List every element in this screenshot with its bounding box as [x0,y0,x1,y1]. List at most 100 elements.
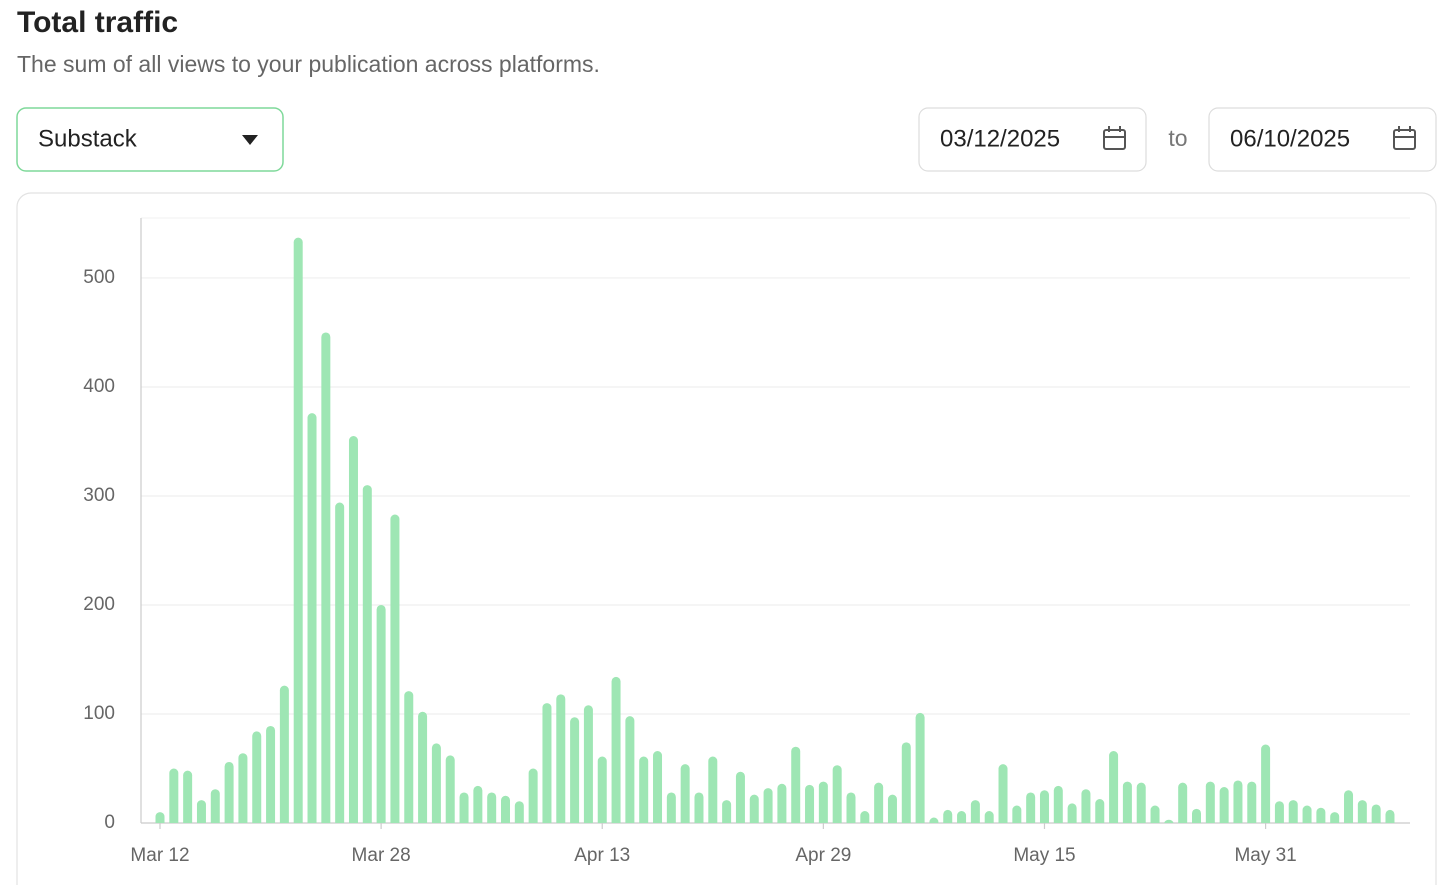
bar [1150,805,1160,823]
bar [943,809,953,823]
bar [362,485,372,823]
bar [611,676,621,823]
bar [1095,799,1105,823]
bar [735,771,745,823]
bar [818,781,828,823]
bar [431,743,441,823]
dropdown-value[interactable]: Substack [38,125,138,152]
bar [1302,805,1312,823]
bar [279,685,289,823]
bar [252,731,262,823]
bar [293,237,303,823]
bar [1192,808,1201,823]
bar [1039,790,1049,823]
bar [694,792,704,823]
bar [915,712,925,823]
bar [1233,780,1243,823]
bar [501,795,510,823]
bar [1205,781,1215,823]
bar [445,755,455,823]
bar [1053,785,1063,823]
bar [487,792,497,823]
bar [418,711,428,823]
date-box[interactable] [1208,107,1437,172]
bar [791,746,801,823]
dropdown-arrow[interactable] [242,135,258,145]
bar [528,768,538,823]
bar [473,785,483,823]
calendar-icon[interactable] [1393,126,1416,150]
bar [238,753,248,823]
dropdown-box[interactable] [16,107,284,172]
bar [335,502,345,823]
bar [984,811,994,823]
bar [639,756,649,823]
bar [1081,789,1091,823]
bar [224,761,234,823]
date-box[interactable] [918,107,1147,172]
bar [625,716,635,823]
start-date-input[interactable]: 03/12/2025 [918,107,1147,172]
bar [597,756,607,823]
x-tick-label: Apr 13 [574,845,630,866]
platform-dropdown[interactable]: Substack [16,107,284,172]
bar [708,756,718,823]
chart: 0 100 200 300 400 500 Mar 12 Mar 28 Apr 13 Apr 29… [83,217,1410,866]
y-tick-label: 400 [83,376,115,397]
bar [763,788,773,823]
bar [459,792,469,823]
bar [542,703,552,823]
date-value[interactable]: 06/10/2025 [1230,125,1350,152]
bar [1247,781,1257,823]
bar [583,705,593,823]
bar [666,792,676,823]
y-tick-label: 300 [83,485,115,506]
x-tick-label: Mar 28 [352,845,411,866]
bar [1178,782,1188,823]
x-tick-label: May 31 [1234,845,1296,866]
bar [653,751,663,823]
bar [321,332,331,823]
bar [680,764,690,823]
bar [1261,744,1271,823]
end-date-input[interactable]: 06/10/2025 [1208,107,1437,172]
range-separator: to [1168,125,1187,151]
bar [307,413,317,823]
bar [749,794,759,823]
y-tick-label: 0 [104,812,115,833]
bar [1012,805,1022,823]
bar [1122,781,1132,823]
page-subtitle: The sum of all views to your publication… [17,51,600,77]
x-tick-label: May 15 [1013,845,1075,866]
bar [860,811,870,823]
bar [1371,804,1381,823]
bar [957,811,967,823]
bar [1136,782,1146,823]
bar [183,770,193,823]
bar [846,792,856,823]
bar [1067,803,1077,823]
bar [1274,801,1284,823]
bar [1357,800,1367,823]
bar [1316,807,1326,823]
calendar-icon[interactable] [1103,126,1126,150]
bar [196,800,206,823]
bar [887,794,897,823]
y-tick-label: 200 [83,594,115,615]
bar [1219,787,1229,823]
bar [169,768,179,823]
bar [874,782,884,823]
bar [929,817,939,823]
bar [1109,751,1119,823]
bar [1385,809,1395,823]
y-tick-label: 100 [83,703,115,724]
page-title: Total traffic [17,6,178,39]
x-tick-label: Apr 29 [795,845,851,866]
bar [210,789,220,823]
bar [1164,819,1174,823]
bar [390,514,400,823]
bar [998,764,1008,823]
date-value[interactable]: 03/12/2025 [940,125,1060,152]
bar [1330,812,1340,823]
